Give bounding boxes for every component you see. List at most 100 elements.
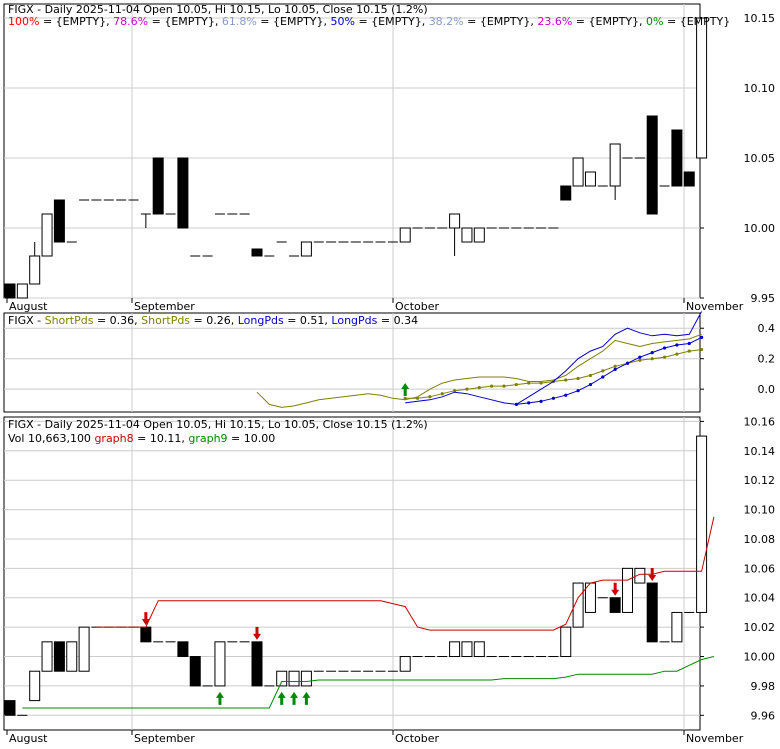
- x-tick-label: October: [395, 732, 439, 745]
- shortpds-line-2-point: [477, 386, 481, 390]
- buy-arrow: [277, 691, 286, 705]
- y-tick-label: 9.96: [751, 709, 776, 722]
- y-tick-label: 10.16: [744, 415, 776, 428]
- graph9-line: [22, 656, 715, 709]
- y-tick-label: 10.00: [744, 222, 776, 235]
- y-tick-label: 10.05: [744, 152, 776, 165]
- y-tick-label: 10.08: [744, 533, 776, 546]
- legend-part: = 0.34: [377, 314, 418, 327]
- panel-frame: [3, 3, 701, 299]
- candles: [4, 17, 708, 299]
- candle-up: [622, 567, 633, 613]
- candle-up: [66, 641, 78, 672]
- candle-down: [609, 597, 621, 613]
- legend-part: 100%: [8, 15, 39, 28]
- candle-up: [584, 171, 596, 187]
- x-tick-label: September: [134, 300, 195, 313]
- volume-legend: Vol 10,663,100 graph8 = 10.11, graph9 = …: [8, 432, 275, 445]
- legend-part: 23.6%: [537, 15, 572, 28]
- candle-up: [634, 567, 646, 584]
- candle-down: [177, 157, 189, 229]
- legend-part: = {EMPTY},: [257, 15, 331, 28]
- candle-down: [646, 115, 658, 215]
- candle-down: [683, 171, 695, 187]
- legend-part: = 0.36,: [93, 314, 141, 327]
- legend-part: 0%: [646, 15, 663, 28]
- candle-up: [461, 641, 473, 658]
- y-tick-label: 10.06: [744, 562, 776, 575]
- candle-down: [4, 700, 16, 716]
- legend-part: FIGX -: [8, 314, 45, 327]
- longpds-line-2-point: [613, 367, 617, 371]
- candle-down: [251, 641, 263, 687]
- x-tick-label: November: [686, 300, 744, 313]
- longpds-line-2-point: [539, 399, 543, 403]
- shortpds-line-2-point: [588, 373, 593, 378]
- chart-header: FIGX - Daily 2025-11-04 Open 10.05, Hi 1…: [8, 418, 428, 431]
- candle-down: [646, 582, 658, 643]
- y-tick-label: 10.00: [744, 651, 776, 664]
- shortpds-line-2-point: [527, 381, 531, 385]
- candle-up: [288, 670, 300, 687]
- x-tick-label: September: [134, 732, 195, 745]
- shortpds-line-2-point: [465, 387, 469, 391]
- longpds-line-2-point: [687, 341, 691, 346]
- longpds-line-2-point: [601, 375, 605, 379]
- candle-up: [214, 641, 226, 687]
- panel-frame: [3, 416, 701, 731]
- y-tick-label: 10.10: [744, 82, 776, 95]
- shortpds-line-2-point: [638, 358, 642, 362]
- buy-arrow: [401, 383, 410, 396]
- shortpds-line-2-point: [502, 384, 506, 388]
- sell-arrow: [648, 568, 657, 582]
- shortpds-line-2-point: [415, 396, 420, 400]
- candle-down: [152, 157, 164, 215]
- candle-up: [671, 611, 683, 643]
- legend-part: = {EMPTY},: [572, 15, 646, 28]
- shortpds-line-2-point: [564, 378, 568, 382]
- legend-part: LongPds: [331, 314, 377, 327]
- legend-part: = 10.11,: [134, 432, 189, 445]
- longpds-line-2: [516, 336, 702, 405]
- candle-up: [276, 670, 288, 687]
- candle-up: [399, 656, 411, 672]
- shortpds-line-2-point: [514, 382, 518, 387]
- candle-up: [696, 435, 708, 613]
- legend-part: 50%: [331, 15, 355, 28]
- y-tick-label: 10.10: [744, 504, 776, 517]
- candle-up: [609, 143, 621, 187]
- legend-part: = 10.00: [228, 432, 276, 445]
- candle-down: [4, 283, 16, 299]
- candle-up: [41, 641, 53, 672]
- candle-up: [449, 641, 461, 658]
- shortpds-line-2-point: [613, 364, 617, 368]
- shortpds-line-2-point: [675, 352, 679, 356]
- y-tick-label: 10.02: [744, 621, 776, 634]
- y-tick-label: 10.14: [744, 445, 776, 458]
- legend-part: graph8: [94, 432, 133, 445]
- candle-up: [560, 626, 572, 658]
- shortpds-line-2-point: [428, 395, 432, 399]
- candle-down: [53, 641, 65, 672]
- shortpds-line-2-point: [539, 381, 543, 385]
- legend-part: 61.8%: [222, 15, 257, 28]
- legend-part: = {EMPTY},: [148, 15, 222, 28]
- y-tick-label: 9.98: [751, 680, 776, 693]
- shortpds-line-2-point: [453, 389, 457, 393]
- candle-down: [251, 248, 263, 257]
- indicator-legend: FIGX - ShortPds = 0.36, ShortPds = 0.26,…: [8, 314, 418, 327]
- legend-part: = {EMPTY},: [464, 15, 538, 28]
- candle-up: [41, 213, 53, 257]
- shortpds-line-2-point: [650, 357, 654, 361]
- candle-up: [300, 670, 312, 687]
- shortpds-line-2-point: [490, 384, 494, 388]
- shortpds-line-2-point: [700, 347, 704, 352]
- shortpds-line-2-point: [576, 376, 580, 381]
- candle-up: [29, 255, 41, 285]
- x-tick-label: August: [9, 732, 48, 745]
- sell-arrow: [253, 626, 261, 640]
- legend-part: LongPds: [238, 314, 284, 327]
- y-tick-label: 9.95: [751, 292, 776, 305]
- x-tick-label: November: [686, 732, 744, 745]
